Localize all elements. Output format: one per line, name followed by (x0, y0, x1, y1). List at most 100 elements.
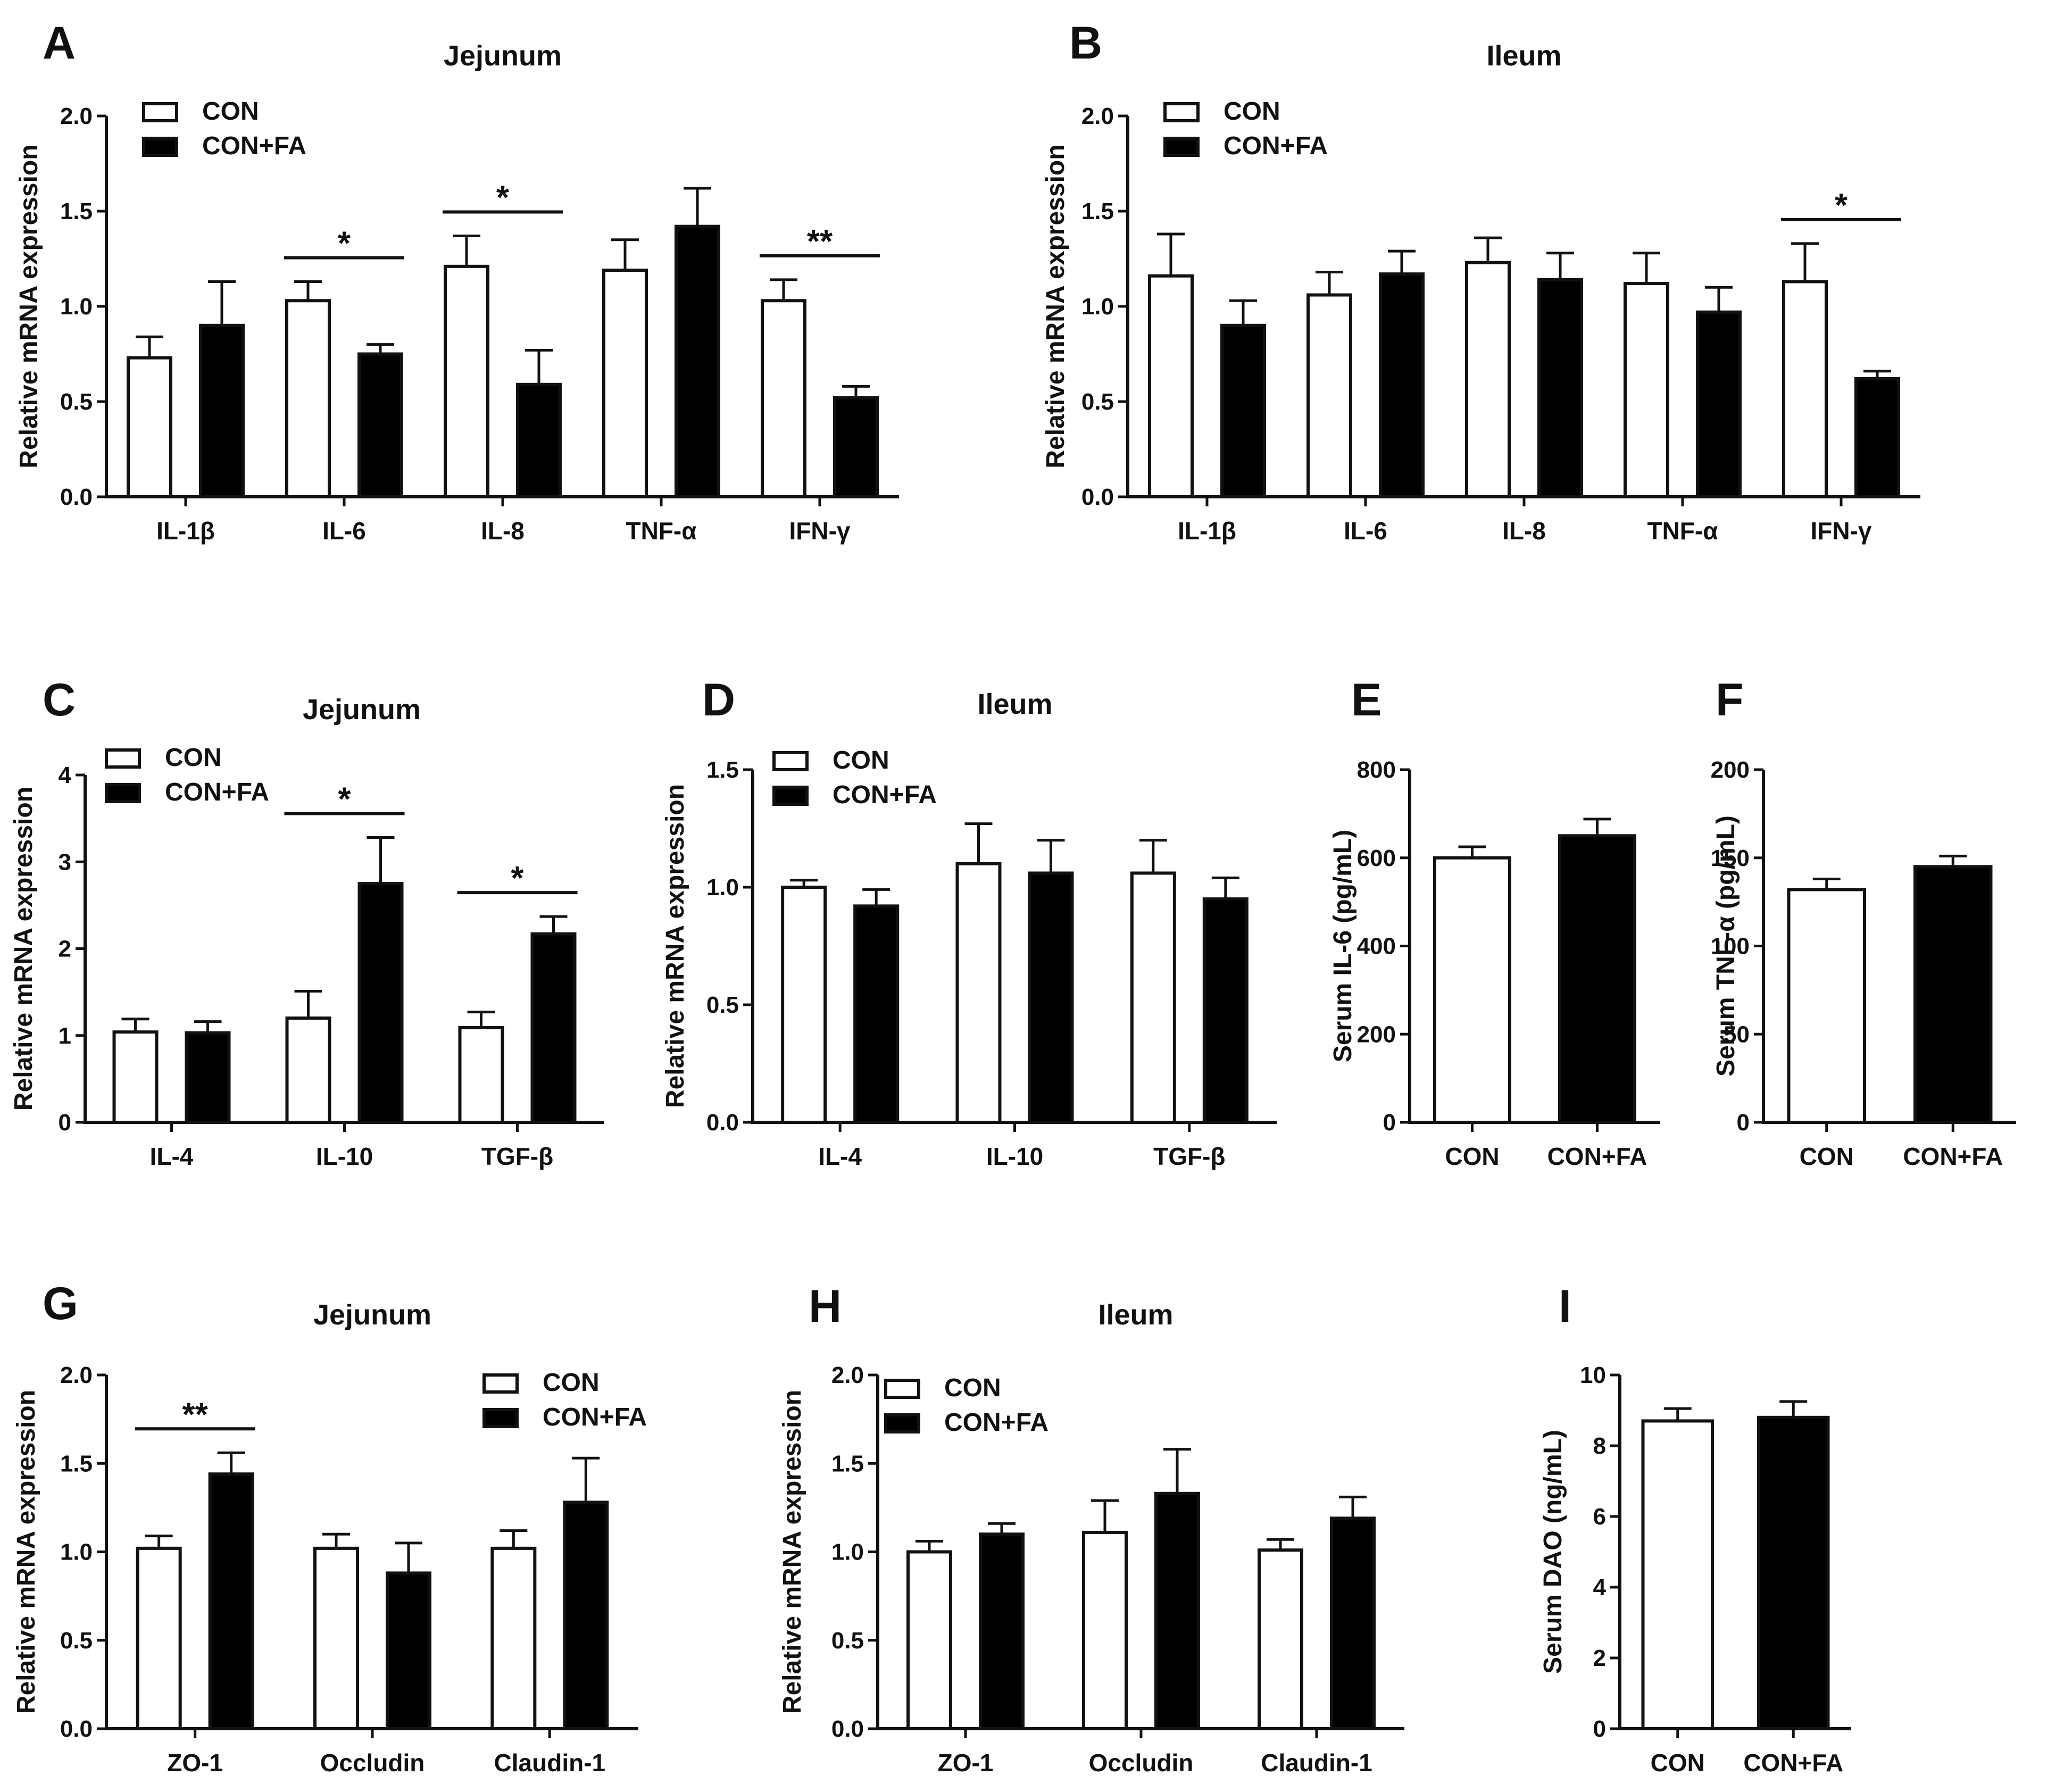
panel-letter: B (1069, 18, 1102, 69)
panel-letter: F (1716, 674, 1744, 726)
y-axis-label: Relative mRNA expression (661, 784, 689, 1108)
y-axis-label: Serum TNF-α (pg/mL) (1712, 815, 1740, 1077)
bar-con (1148, 274, 1194, 498)
y-tick-label: 0 (1593, 1716, 1606, 1742)
y-tick-label: 400 (1357, 933, 1396, 960)
legend-label-con: CON (202, 97, 259, 126)
category-label: CON (1445, 1143, 1499, 1170)
bar-con (1787, 888, 1866, 1124)
y-tick-label: 50 (1724, 1021, 1750, 1047)
bar-con-fa (1202, 897, 1249, 1124)
panel-letter: H (809, 1281, 842, 1332)
bar-con-fa (1913, 865, 1993, 1124)
y-axis-label: Relative mRNA expression (10, 787, 38, 1111)
y-tick-label: 2.0 (831, 1362, 864, 1388)
legend-swatch-con (482, 1373, 519, 1394)
y-tick-label: 1.5 (706, 757, 739, 783)
category-label: IL-6 (322, 517, 366, 545)
y-tick-label: 6 (1593, 1504, 1606, 1530)
y-tick-label: 800 (1357, 757, 1396, 783)
bar-con (112, 1030, 159, 1124)
bar-con (444, 264, 489, 498)
bar-con-fa (386, 1571, 431, 1730)
category-label: IL-10 (986, 1143, 1043, 1170)
y-tick-label: 3 (59, 849, 71, 875)
y-tick-label: 2 (59, 936, 71, 962)
y-tick-label: 0 (1383, 1110, 1396, 1136)
y-tick-label: 8 (1593, 1433, 1606, 1459)
legend-label-con-fa: CON+FA (833, 781, 937, 809)
legend-swatch-con-fa (142, 137, 178, 157)
significance-label: ** (807, 223, 833, 260)
bar-con (1782, 280, 1828, 499)
category-label: IL-1β (1178, 517, 1236, 545)
y-tick-label: 600 (1357, 845, 1396, 871)
bar-con-fa (1154, 1491, 1200, 1730)
bar-con-fa (357, 352, 403, 498)
bar-con-fa (1028, 871, 1074, 1124)
bar-con-fa (530, 932, 577, 1124)
category-label: TGF-β (481, 1143, 553, 1170)
legend-label-con: CON (165, 744, 222, 772)
y-axis-label: Serum IL-6 (pg/mL) (1329, 830, 1357, 1062)
y-tick-label: 0.0 (1081, 484, 1114, 510)
y-tick-label: 0.0 (60, 1716, 93, 1742)
bar-con (1641, 1419, 1714, 1730)
panel-letter: A (43, 18, 76, 69)
legend-swatch-con-fa (1163, 137, 1200, 157)
y-tick-label: 1.0 (1081, 294, 1114, 320)
panel-title: Ileum (1486, 40, 1561, 72)
category-label: IFN-γ (789, 517, 851, 545)
category-label: CON+FA (1547, 1143, 1647, 1170)
panel-e: E Serum IL-6 (pg/mL) 0 200 400 600 800 CON CON+F… (1329, 674, 1660, 1170)
bar-con (781, 886, 827, 1124)
bar-con-fa (208, 1472, 254, 1730)
legend-label-con: CON (543, 1369, 600, 1397)
y-tick-label: 2 (1593, 1645, 1606, 1671)
bar-con (1624, 282, 1669, 498)
legend-label-con-fa: CON+FA (165, 778, 269, 806)
panel-title: Ileum (977, 688, 1052, 720)
category-label: IFN-γ (1811, 517, 1872, 545)
bar-con (490, 1546, 537, 1731)
category-label: TNF-α (626, 517, 696, 545)
bar-con-fa (675, 224, 720, 498)
category-label: CON+FA (1743, 1749, 1843, 1777)
panel-letter: C (43, 674, 76, 726)
bar-con-fa (1379, 272, 1425, 498)
significance-label: ** (182, 1396, 209, 1433)
panel-letter: I (1559, 1281, 1571, 1332)
bar-con-fa (357, 882, 404, 1124)
y-tick-label: 200 (1357, 1021, 1396, 1047)
bar-con (1258, 1548, 1303, 1731)
y-tick-label: 150 (1711, 845, 1750, 871)
legend-label-con-fa: CON+FA (202, 132, 306, 160)
bar-con-fa (1558, 834, 1636, 1124)
category-label: IL-8 (481, 517, 525, 545)
bar-con (1433, 856, 1511, 1124)
panel-d: D Ileum Relative mRNA expression 0.0 0.5 1.0 1… (661, 674, 1277, 1170)
y-tick-label: 2.0 (60, 103, 93, 129)
bar-con-fa (833, 396, 879, 499)
panel-i: I Serum DAO (ng/mL) 0 2 4 6 8 10 CON CON+FA (1539, 1281, 1851, 1777)
category-label: CON (1651, 1749, 1705, 1777)
legend-swatch-con (1163, 102, 1200, 122)
y-tick-label: 0.0 (706, 1110, 739, 1136)
panel-f: F Serum TNF-α (pg/mL) 0 50 100 150 200 CON CON+F… (1711, 674, 2016, 1170)
y-tick-label: 0.0 (831, 1716, 864, 1742)
y-tick-label: 0.5 (60, 389, 93, 415)
category-label: CON (1800, 1143, 1854, 1170)
significance-label: * (511, 860, 524, 897)
bar-con-fa (853, 904, 900, 1124)
legend-label-con: CON (833, 746, 889, 774)
panel-title: Jejunum (303, 694, 421, 726)
legend-swatch-con (105, 748, 141, 769)
panel-title: Ileum (1098, 1299, 1173, 1331)
legend-label-con-fa: CON+FA (944, 1408, 1048, 1437)
y-tick-label: 1.0 (831, 1539, 864, 1565)
y-axis-label: Relative mRNA expression (12, 1390, 40, 1714)
bar-con-fa (199, 323, 245, 498)
bar-con-fa (1696, 310, 1742, 498)
legend-swatch-con-fa (482, 1408, 519, 1428)
y-tick-label: 0.5 (60, 1628, 93, 1654)
